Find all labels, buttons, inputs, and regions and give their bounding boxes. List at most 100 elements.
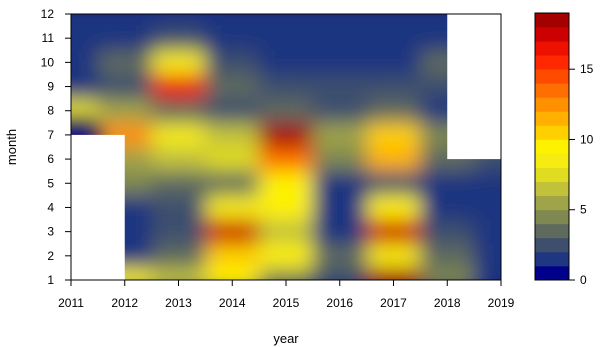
heat-cell — [312, 171, 367, 196]
heat-cell — [259, 26, 313, 51]
x-tick-label: 2014 — [219, 296, 246, 310]
heat-cell — [366, 14, 421, 27]
y-tick-label: 5 — [47, 176, 54, 190]
missing-region — [71, 134, 125, 280]
heat-cell — [259, 50, 313, 75]
colorbar-swatch — [535, 153, 569, 168]
colorbar-tick-label: 10 — [580, 132, 594, 146]
heat-cell — [151, 14, 206, 27]
heat-cell — [151, 171, 206, 196]
heat-cell — [420, 267, 475, 280]
heat-cell — [205, 243, 260, 268]
y-tick-label: 11 — [42, 31, 55, 45]
colorbar-swatch — [535, 55, 569, 70]
heat-cell — [151, 122, 206, 147]
heat-cell — [312, 98, 367, 123]
y-tick-label: 9 — [47, 80, 54, 94]
heat-cell — [366, 26, 421, 51]
heat-cell — [420, 219, 475, 244]
colorbar-swatch — [535, 251, 569, 267]
y-tick-label: 4 — [47, 200, 54, 214]
heat-cell — [259, 147, 313, 172]
y-axis-label: month — [4, 129, 19, 165]
colorbar-swatch — [535, 181, 569, 197]
heat-cell — [205, 98, 260, 123]
x-axis: 2011 2012 2013 2014 2015 2016 2017 2018 2019 — [58, 280, 515, 310]
colorbar-swatch — [535, 139, 569, 154]
heat-cell — [474, 219, 501, 244]
colorbar-swatch — [535, 223, 569, 239]
x-tick-label: 2015 — [273, 296, 300, 310]
x-tick-label: 2017 — [380, 296, 407, 310]
heat-cell — [259, 219, 313, 244]
heat-cell — [205, 171, 260, 196]
y-tick-label: 2 — [47, 249, 54, 263]
heat-cell — [312, 219, 367, 244]
heat-cell — [97, 50, 152, 75]
colorbar-swatch — [535, 13, 569, 28]
colorbar-swatch — [535, 27, 569, 42]
heat-cell — [97, 74, 152, 99]
y-tick-label: 12 — [41, 7, 55, 21]
y-tick-label: 10 — [41, 55, 55, 69]
heat-cell — [312, 267, 367, 280]
colorbar-swatch — [535, 97, 569, 112]
x-tick-label: 2012 — [111, 296, 138, 310]
y-tick-label: 8 — [47, 104, 54, 118]
heat-cell — [151, 267, 206, 280]
heat-cell — [205, 50, 260, 75]
heat-cell — [312, 147, 367, 172]
heat-cell — [259, 14, 313, 27]
heat-cell — [205, 147, 260, 172]
colorbar-swatch — [535, 69, 569, 84]
heat-cell — [474, 267, 501, 280]
heat-cell — [366, 74, 421, 99]
heat-cell — [259, 74, 313, 99]
heat-cell — [259, 98, 313, 123]
heat-cell — [71, 26, 98, 51]
heat-cell — [205, 267, 260, 280]
heat-cell — [474, 171, 501, 196]
colorbar: 0 5 10 15 — [534, 12, 594, 287]
heat-cell — [420, 195, 475, 220]
heat-cell — [151, 50, 206, 75]
colorbar-swatch — [535, 209, 569, 225]
heat-cell — [312, 74, 367, 99]
heat-cell — [259, 195, 313, 220]
heat-cell — [97, 14, 152, 27]
missing-data-mask — [71, 14, 501, 280]
colorbar-swatch — [535, 125, 569, 140]
heat-cell — [151, 243, 206, 268]
y-tick-label: 1 — [47, 273, 54, 287]
heat-cell — [151, 219, 206, 244]
heat-cell — [205, 74, 260, 99]
heat-cell — [259, 267, 313, 280]
colorbar-swatch — [535, 41, 569, 56]
x-tick-label: 2011 — [58, 296, 84, 310]
heat-cell — [366, 243, 421, 268]
heat-cell — [205, 195, 260, 220]
heat-cell — [259, 171, 313, 196]
colorbar-tick-label: 5 — [580, 203, 587, 217]
heat-cell — [151, 74, 206, 99]
colorbar-swatch — [535, 265, 569, 281]
heat-cell — [366, 267, 421, 280]
heat-cell — [420, 171, 475, 196]
colorbar-swatch — [535, 83, 569, 98]
heat-cell — [71, 14, 98, 27]
colorbar-frame — [534, 12, 570, 281]
heat-cell — [259, 243, 313, 268]
x-tick-label: 2013 — [165, 296, 192, 310]
heat-cell — [205, 219, 260, 244]
heat-cell — [71, 74, 98, 99]
heat-cell — [97, 26, 152, 51]
colorbar-swatch — [535, 237, 569, 253]
heat-cell — [312, 26, 367, 51]
heat-cell — [366, 50, 421, 75]
heat-cell — [71, 50, 98, 75]
colorbar-tick-label: 15 — [580, 62, 594, 76]
missing-region — [447, 14, 501, 160]
heat-cell — [205, 14, 260, 27]
